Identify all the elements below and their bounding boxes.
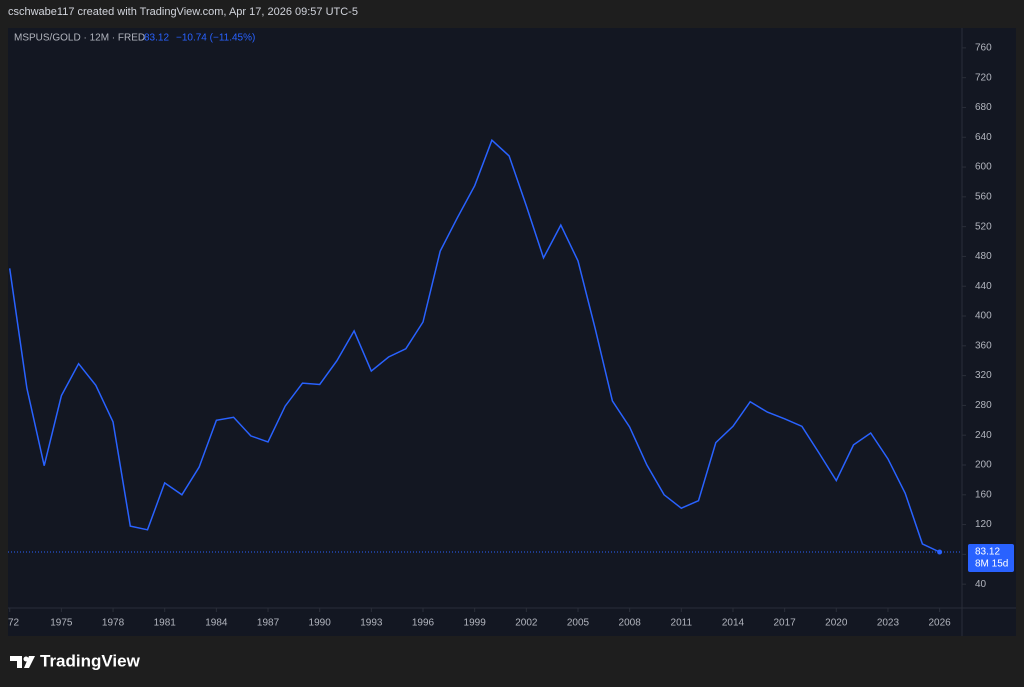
x-tick-label: 1990	[309, 618, 332, 629]
x-tick-label: 2023	[877, 618, 900, 629]
logo-icon	[24, 656, 35, 668]
x-tick-label: 1999	[464, 618, 487, 629]
y-tick-label: 280	[975, 400, 992, 411]
y-tick-label: 400	[975, 311, 992, 322]
x-tick-label: 2014	[722, 618, 745, 629]
y-tick-label: 360	[975, 340, 992, 351]
x-tick-label: 2002	[515, 618, 538, 629]
y-tick-label: 680	[975, 102, 992, 113]
x-tick-label: 2017	[774, 618, 797, 629]
x-tick-label: 1981	[154, 618, 177, 629]
legend-change: −10.74 (−11.45%)	[176, 33, 255, 44]
y-tick-label: 320	[975, 370, 992, 381]
x-tick-label: 1996	[412, 618, 435, 629]
x-tick-label: 2008	[619, 618, 642, 629]
y-tick-label: 560	[975, 191, 992, 202]
y-tick-label: 120	[975, 519, 992, 530]
price-tag-value: 83.12	[975, 547, 1000, 558]
brand: TradingView	[40, 651, 141, 670]
x-tick-label: 1975	[50, 618, 73, 629]
y-tick-label: 240	[975, 430, 992, 441]
price-tag-countdown: 8M 15d	[975, 559, 1008, 570]
y-tick-label: 200	[975, 460, 992, 471]
x-tick-label: 72	[8, 618, 20, 629]
x-tick-label: 1984	[205, 618, 228, 629]
price-tag	[968, 544, 1014, 573]
x-tick-label: 1993	[360, 618, 383, 629]
y-tick-label: 480	[975, 251, 992, 262]
x-tick-label: 2005	[567, 618, 590, 629]
y-tick-label: 160	[975, 489, 992, 500]
credit: cschwabe117 created with TradingView.com…	[8, 6, 358, 18]
last-point	[937, 549, 943, 555]
y-tick-label: 440	[975, 281, 992, 292]
x-tick-label: 2011	[671, 618, 693, 629]
y-tick-label: 640	[975, 132, 992, 143]
x-tick-label: 2020	[825, 618, 848, 629]
x-tick-label: 1978	[102, 618, 125, 629]
y-tick-label: 760	[975, 43, 992, 54]
chart-pane	[8, 28, 1016, 636]
logo-icon	[10, 656, 22, 668]
y-tick-label: 600	[975, 162, 992, 173]
x-tick-label: 1987	[257, 618, 280, 629]
y-tick-label: 720	[975, 72, 992, 83]
x-tick-label: 2026	[928, 618, 951, 629]
symbol-title: MSPUS/GOLD · 12M · FRED	[14, 33, 145, 44]
y-tick-label: 40	[975, 579, 987, 590]
logo: TradingView	[10, 651, 141, 670]
legend-value: 83.12	[144, 33, 169, 44]
y-tick-label: 520	[975, 221, 992, 232]
data-line	[8, 138, 940, 553]
